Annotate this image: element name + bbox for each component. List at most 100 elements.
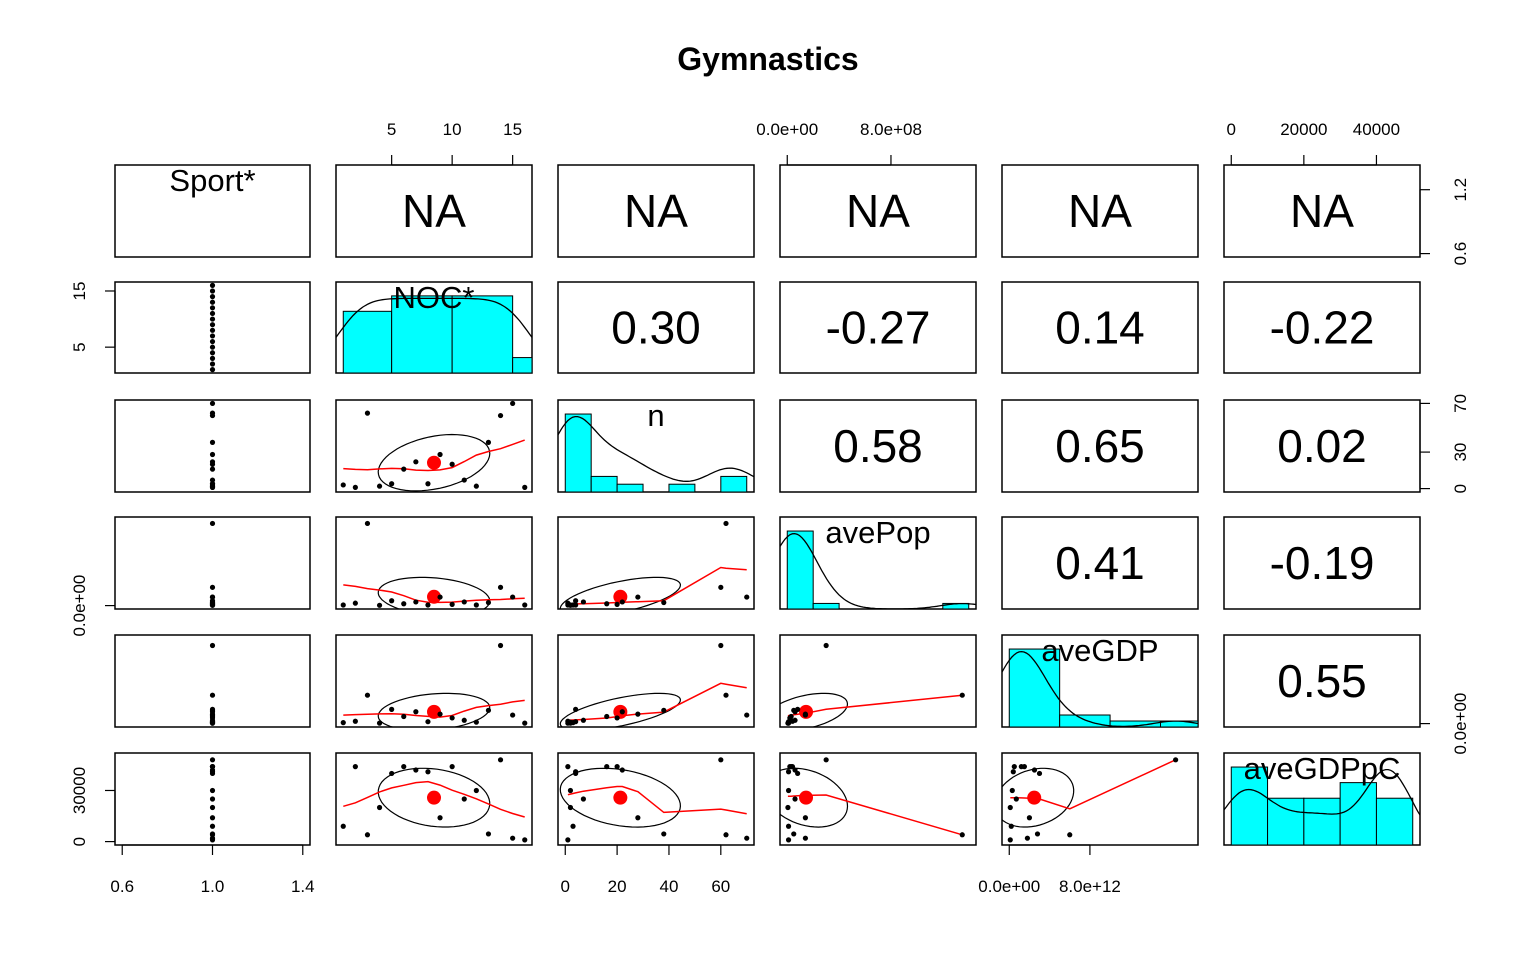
- density-curve: [1001, 650, 1199, 728]
- panel-sport-avepop: NA: [779, 164, 977, 258]
- scatter-point: [364, 410, 371, 416]
- panel-frame: [335, 516, 533, 610]
- scatter-point: [209, 451, 216, 458]
- scatter-point: [389, 706, 395, 712]
- scatter-point: [209, 299, 216, 305]
- scatter-point: [209, 322, 216, 328]
- scatter-point: [1026, 815, 1033, 821]
- panel-sport-avegdppc: NA: [1223, 164, 1421, 258]
- histogram-bar: [1230, 766, 1269, 846]
- scatter-point: [1036, 770, 1043, 777]
- scatter-point: [413, 599, 419, 605]
- scatter-point: [473, 602, 479, 608]
- panel-frame: [557, 281, 755, 374]
- scatter-point: [401, 601, 407, 607]
- scatter-point: [340, 602, 346, 608]
- chart-title: Gymnastics: [677, 41, 858, 77]
- panel-avegdppc-avegdp: [1001, 752, 1199, 846]
- scatter-point: [510, 712, 516, 718]
- panel-avegdppc-n: [557, 752, 755, 846]
- panel-content: [209, 642, 216, 726]
- left-axis: 5 15: [70, 282, 116, 352]
- correlation-ellipse: [559, 576, 682, 609]
- scatter-point: [461, 796, 467, 802]
- panel-avegdppc-avegdppc: aveGDPpC: [1223, 751, 1421, 846]
- scatter-point: [791, 707, 797, 713]
- scatter-point: [352, 718, 358, 724]
- scatter-point: [718, 584, 724, 590]
- scatter-point: [209, 804, 216, 811]
- scatter-point: [619, 709, 625, 715]
- panel-avegdp-avepop: [779, 634, 977, 728]
- scatter-point: [209, 305, 216, 311]
- correlation-value: 0.58: [833, 420, 923, 472]
- correlation-ellipse: [377, 433, 491, 492]
- scatter-point: [413, 459, 419, 465]
- histogram-bar: [812, 602, 840, 610]
- scatter-point: [401, 713, 407, 720]
- scatter-point: [791, 831, 797, 837]
- scatter-point: [573, 602, 579, 608]
- scatter-point: [209, 412, 216, 419]
- scatter-point: [573, 598, 579, 604]
- panel-avegdppc-noc: [335, 752, 533, 846]
- mean-point: [799, 790, 814, 805]
- scatter-point: [425, 602, 431, 608]
- panel-content: [559, 757, 750, 843]
- panel-frame: [1001, 281, 1199, 374]
- scatter-point: [425, 719, 431, 725]
- panel-noc-avegdp: 0.14: [1001, 281, 1199, 374]
- density-curve: [779, 532, 977, 610]
- panel-avepop-n: [557, 516, 755, 610]
- scatter-point: [209, 602, 216, 608]
- histogram-bar: [564, 413, 592, 493]
- scatter-point: [744, 712, 750, 718]
- na-label: NA: [1290, 185, 1354, 237]
- panel-frame: [1001, 752, 1199, 846]
- loess-smooth: [567, 682, 747, 721]
- scatter-point: [573, 769, 579, 775]
- scatter-point: [437, 815, 443, 821]
- panel-avegdp-n: [557, 634, 755, 728]
- scatter-point: [802, 835, 809, 841]
- scatter-point: [209, 837, 216, 843]
- scatter-point: [792, 767, 798, 773]
- panel-content: [209, 520, 216, 608]
- scatter-point: [604, 601, 610, 607]
- scatter-point: [437, 711, 443, 717]
- tick-label: 70: [1451, 394, 1470, 413]
- scatter-point: [209, 350, 216, 356]
- loess-smooth: [787, 694, 963, 717]
- panel-sport-sport: Sport*: [114, 163, 311, 258]
- panel-noc-avepop: -0.27: [779, 281, 977, 374]
- tick-label: 20000: [1280, 120, 1327, 139]
- scatter-point: [461, 599, 467, 605]
- tick-label: 1.2: [1451, 178, 1470, 202]
- scatter-point: [785, 769, 792, 775]
- mean-point: [427, 455, 441, 470]
- scatter-point: [209, 338, 216, 345]
- scatter-point: [497, 757, 504, 763]
- panel-content: [340, 642, 528, 727]
- correlation-value: 0.14: [1055, 302, 1145, 354]
- scatter-point: [792, 717, 798, 723]
- panel-frame: [1223, 281, 1421, 374]
- scatter-point: [619, 767, 625, 773]
- loess-smooth: [787, 794, 963, 836]
- histogram-bar: [451, 295, 514, 374]
- scatter-point: [485, 707, 492, 713]
- scatter-point: [364, 832, 371, 838]
- panel-frame: [779, 399, 977, 493]
- panel-content: [209, 400, 216, 490]
- scatter-point: [723, 520, 729, 527]
- mean-point: [613, 790, 628, 805]
- panel-frame: [557, 164, 755, 258]
- scatter-point: [744, 835, 750, 841]
- right-axis: 0.0e+00: [1420, 693, 1470, 755]
- scatter-point: [209, 796, 216, 802]
- scatter-point: [1024, 835, 1031, 841]
- tick-label: 10: [443, 120, 462, 139]
- na-label: NA: [402, 185, 466, 237]
- panel-avegdp-noc: [335, 634, 533, 728]
